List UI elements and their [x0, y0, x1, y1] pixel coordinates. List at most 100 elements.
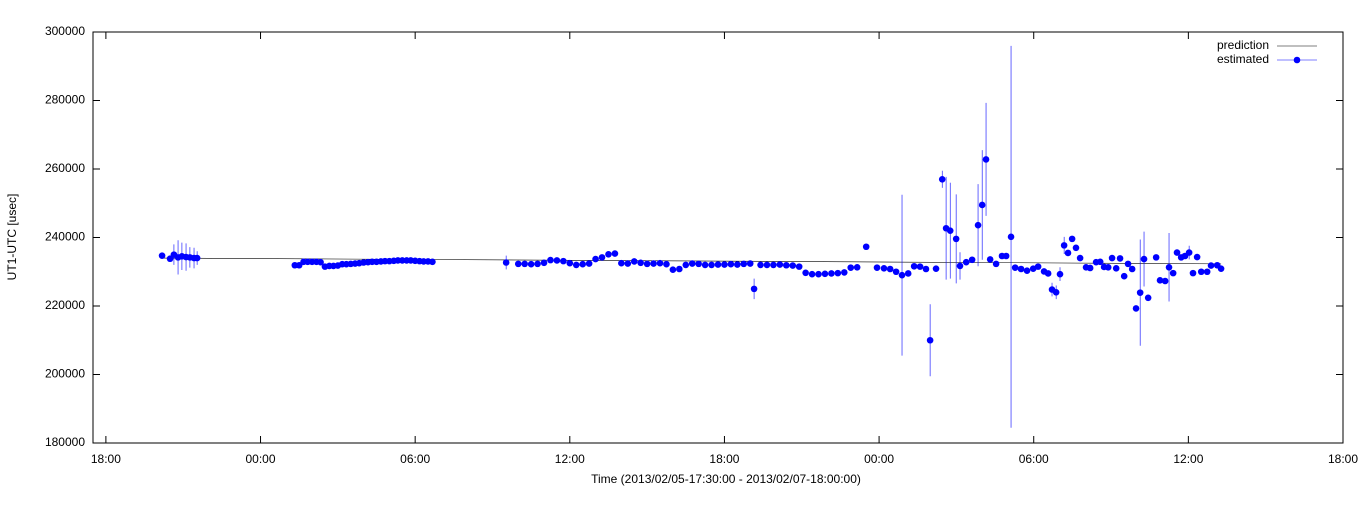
- data-point: [1034, 263, 1042, 270]
- data-point: [572, 261, 580, 269]
- y-tick-label: 300000: [45, 24, 85, 38]
- data-point: [1023, 267, 1031, 275]
- x-tick-label: 06:00: [1019, 452, 1049, 466]
- data-point: [802, 269, 809, 277]
- data-point: [734, 261, 741, 268]
- data-point: [828, 270, 835, 277]
- data-point: [1185, 249, 1193, 256]
- x-tick-label: 00:00: [864, 452, 894, 466]
- data-point: [579, 260, 586, 268]
- x-tick-label: 06:00: [400, 452, 430, 466]
- data-point: [1165, 263, 1173, 271]
- y-tick-label: 200000: [45, 367, 85, 381]
- data-point: [708, 261, 715, 269]
- data-point: [721, 261, 728, 268]
- data-point: [637, 259, 644, 267]
- data-point: [1217, 265, 1225, 272]
- data-point: [566, 259, 574, 267]
- data-point: [534, 260, 541, 268]
- data-point: [1173, 249, 1181, 256]
- data-point: [946, 227, 954, 234]
- data-point: [514, 260, 522, 268]
- data-point: [1104, 263, 1112, 271]
- data-point: [727, 260, 735, 268]
- data-point: [1007, 233, 1015, 241]
- x-axis-label: Time (2013/02/05-17:30:00 - 2013/02/07-1…: [591, 472, 861, 486]
- data-point: [611, 250, 619, 257]
- data-point: [1132, 305, 1140, 312]
- data-point: [1064, 249, 1072, 257]
- data-point: [1108, 254, 1116, 262]
- data-point: [166, 255, 174, 263]
- data-point: [873, 264, 881, 271]
- data-point: [1002, 252, 1010, 260]
- y-tick-label: 180000: [45, 435, 85, 449]
- data-point: [1096, 258, 1104, 266]
- data-point: [676, 265, 683, 273]
- data-point: [750, 285, 758, 293]
- data-point: [757, 261, 764, 269]
- data-point: [910, 262, 918, 270]
- data-point: [547, 256, 554, 264]
- data-point: [643, 260, 651, 268]
- y-axis-label: UT1-UTC [usec]: [5, 194, 19, 281]
- data-point: [502, 259, 510, 266]
- data-point: [847, 264, 855, 271]
- data-point: [1161, 277, 1169, 285]
- x-tick-label: 18:00: [91, 452, 121, 466]
- y-tick-label: 280000: [45, 93, 85, 107]
- data-point: [605, 250, 612, 258]
- data-point: [922, 265, 930, 273]
- data-point: [695, 260, 702, 268]
- data-point: [1011, 264, 1019, 271]
- data-point: [853, 263, 861, 271]
- data-point: [938, 175, 946, 183]
- y-tick-label: 240000: [45, 230, 85, 244]
- legend-swatch-point: [1293, 56, 1301, 64]
- data-point: [916, 263, 924, 270]
- y-tick-label: 260000: [45, 161, 85, 175]
- data-point: [892, 268, 900, 276]
- data-point: [904, 270, 912, 277]
- data-point: [1072, 244, 1080, 252]
- data-point: [650, 260, 657, 267]
- data-point: [782, 261, 790, 269]
- data-point: [1052, 289, 1060, 296]
- data-point: [1112, 265, 1120, 272]
- data-point: [821, 270, 829, 278]
- data-point: [618, 259, 625, 267]
- data-point: [656, 259, 664, 267]
- data-point: [1193, 253, 1201, 261]
- data-point: [1120, 272, 1128, 280]
- data-point: [956, 262, 964, 270]
- x-tick-label: 18:00: [709, 452, 739, 466]
- data-point: [521, 260, 529, 268]
- data-point: [770, 261, 777, 269]
- data-point: [952, 235, 960, 243]
- data-point: [1017, 265, 1025, 273]
- data-point: [862, 243, 870, 251]
- data-point: [886, 265, 894, 273]
- data-point: [795, 263, 803, 270]
- data-point: [682, 261, 690, 269]
- data-point: [317, 258, 324, 266]
- x-tick-label: 12:00: [555, 452, 585, 466]
- data-point: [982, 156, 990, 163]
- data-point: [1169, 269, 1177, 277]
- x-tick-label: 00:00: [246, 452, 276, 466]
- data-point: [974, 221, 982, 229]
- data-point: [1060, 242, 1068, 249]
- data-point: [1076, 254, 1084, 262]
- data-point: [1124, 260, 1132, 268]
- data-point: [688, 260, 696, 267]
- data-point: [540, 259, 548, 267]
- data-point: [669, 266, 677, 273]
- data-point: [630, 258, 638, 265]
- legend-label: estimated: [1217, 52, 1269, 66]
- data-point: [978, 201, 986, 209]
- data-point: [880, 265, 888, 272]
- data-point: [1152, 254, 1160, 261]
- data-point: [193, 254, 201, 262]
- data-point: [740, 260, 748, 268]
